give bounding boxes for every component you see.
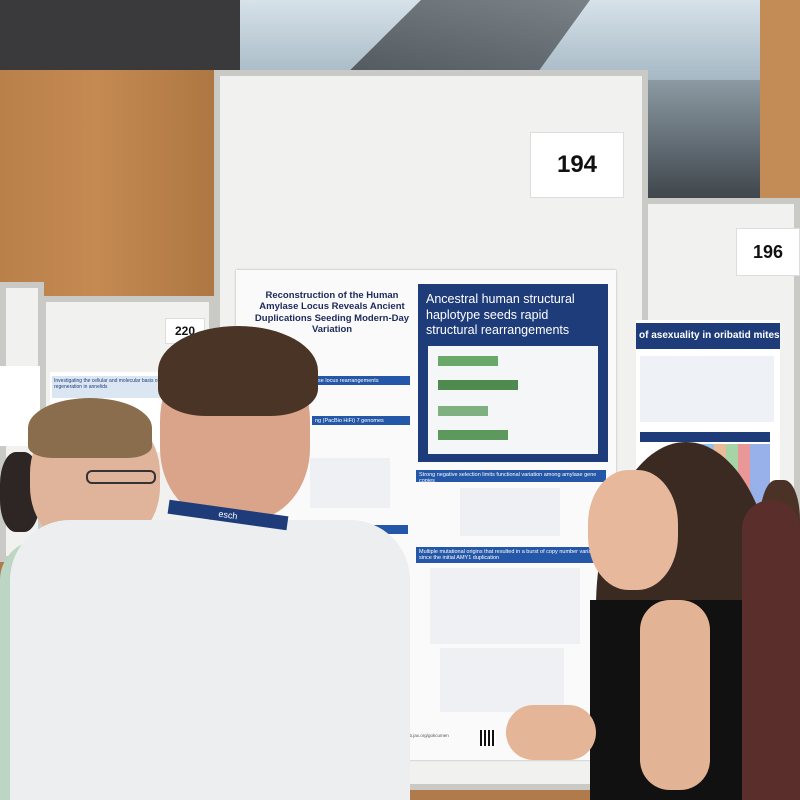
presenter-hands bbox=[506, 705, 596, 760]
person-white-shirt-hair bbox=[158, 326, 318, 416]
haplotype-bar bbox=[438, 406, 488, 416]
poster-left-section-1: ase locus rearrangements bbox=[312, 376, 410, 385]
poster-left-section-2: ng (PacBio HiFi) 7 genomes bbox=[312, 416, 410, 425]
poster-selection-figure bbox=[460, 488, 560, 536]
haplotype-bar bbox=[438, 380, 518, 390]
presenter-arm bbox=[640, 600, 710, 790]
poster-196-title: of asexuality in oribatid mites bbox=[636, 323, 780, 349]
poster-duplication-figure bbox=[440, 648, 564, 712]
person-left-hair bbox=[28, 398, 152, 458]
glasses bbox=[86, 470, 156, 484]
poster-196-section-bar bbox=[640, 432, 770, 442]
poster-footer-url: lab.jax.org/gokcumen bbox=[406, 733, 449, 738]
poster-title: Reconstruction of the Human Amylase Locu… bbox=[254, 290, 410, 336]
poster-220-title: Investigating the cellular and molecular… bbox=[52, 376, 162, 398]
presenter-face bbox=[588, 470, 678, 590]
haplotype-bar bbox=[438, 430, 508, 440]
poster-196-figure bbox=[640, 356, 774, 422]
upper-floor-railing bbox=[640, 80, 770, 200]
poster-phylogeny-figure bbox=[430, 568, 580, 644]
haplotype-bar bbox=[438, 356, 498, 366]
poster-haplotype-figure bbox=[428, 346, 598, 454]
poster-section-3-heading: Multiple mutational origins that resulte… bbox=[416, 547, 606, 563]
wood-column bbox=[760, 0, 800, 200]
person-white-shirt bbox=[10, 520, 410, 800]
qr-code bbox=[480, 730, 496, 746]
board-number-194: 194 bbox=[530, 132, 624, 198]
poster-highlight-text: Ancestral human structural haplotype see… bbox=[426, 292, 575, 338]
person-far-right bbox=[742, 500, 800, 800]
poster-world-map-figure bbox=[310, 458, 390, 508]
poster-section-2-heading: Strong negative selection limits functio… bbox=[416, 470, 606, 484]
board-number-196: 196 bbox=[736, 228, 800, 276]
